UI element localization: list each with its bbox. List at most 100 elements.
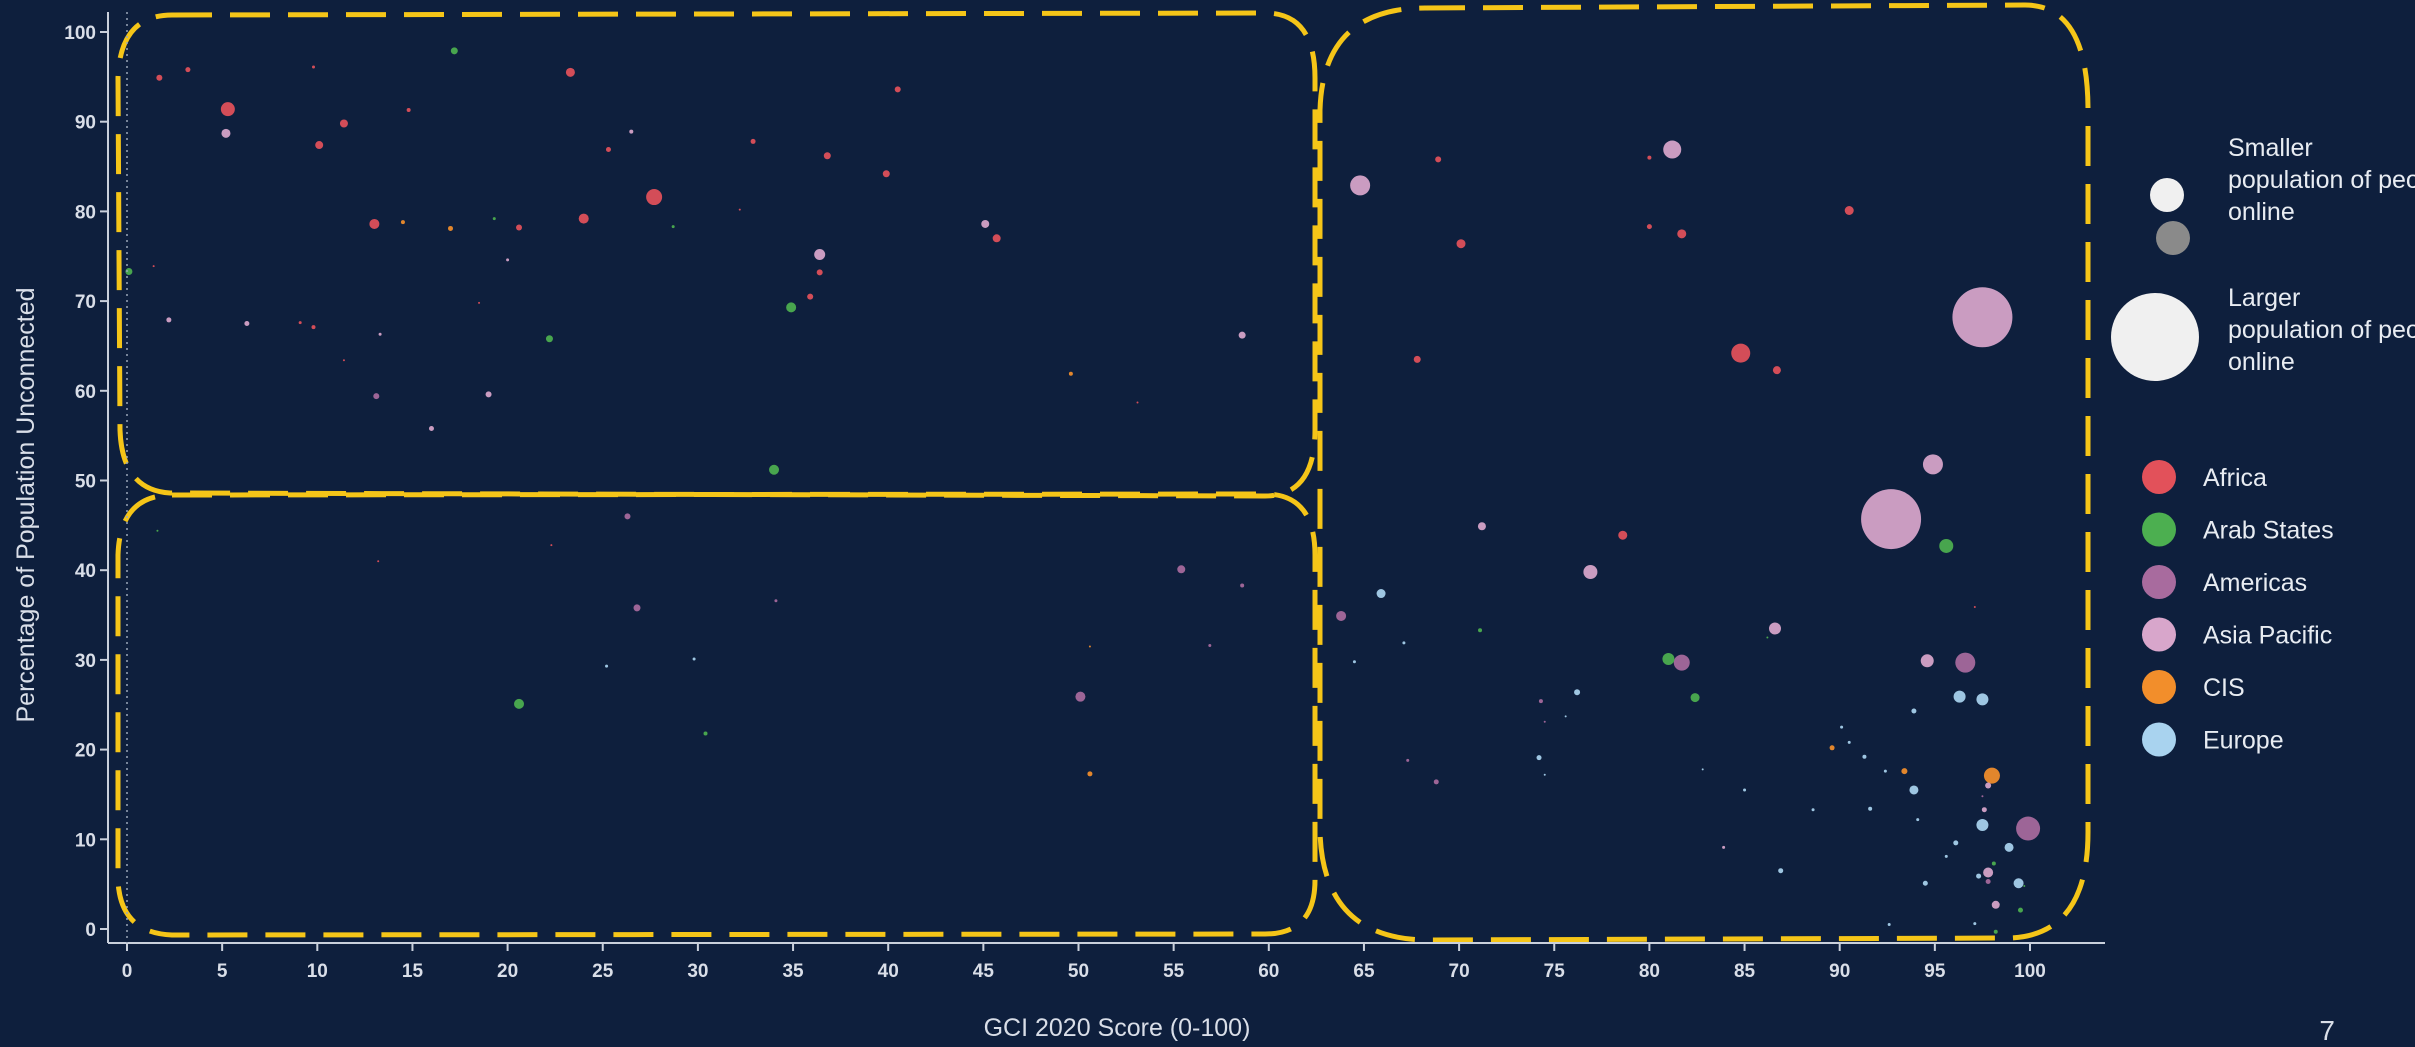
bubble-arab-states <box>1991 861 1996 866</box>
x-tick-label: 85 <box>1734 961 1756 982</box>
bubble-africa <box>1136 401 1139 404</box>
bubble-europe <box>605 664 609 668</box>
y-tick-label: 60 <box>75 382 96 403</box>
y-tick-label: 50 <box>75 472 96 493</box>
bubble-asia-pacific <box>1922 454 1943 475</box>
bubble-asia-pacific <box>814 248 826 260</box>
bubble-arab-states <box>545 335 553 343</box>
bubble-americas <box>1985 878 1991 884</box>
bubble-asia-pacific <box>629 129 634 134</box>
bubble-asia-pacific <box>1350 175 1371 196</box>
x-tick-label: 65 <box>1353 961 1375 982</box>
bubble-europe <box>1973 922 1977 926</box>
x-tick-label: 50 <box>1068 961 1089 982</box>
bubble-americas <box>2016 816 2041 841</box>
x-tick-label: 75 <box>1544 961 1566 982</box>
legend-swatch-asia-pacific <box>2142 617 2176 652</box>
bubble-asia-pacific <box>1981 807 1987 813</box>
bubble-asia-pacific <box>166 317 172 323</box>
x-tick-label: 15 <box>402 961 424 982</box>
bubble-americas <box>1075 691 1086 702</box>
legend-swatch-europe <box>2142 722 2176 757</box>
bubble-africa <box>311 325 316 330</box>
y-tick-label: 90 <box>75 113 96 134</box>
legend-label-asia-pacific: Asia Pacific <box>2203 622 2332 650</box>
bubble-americas <box>624 513 631 520</box>
bubble-asia-pacific <box>1861 489 1922 550</box>
bubble-africa <box>220 102 235 117</box>
bubble-europe <box>1911 708 1917 714</box>
x-tick-label: 45 <box>973 961 995 982</box>
bubble-africa <box>1973 605 1976 608</box>
annotation-box-right <box>1317 2 2091 943</box>
x-tick-label: 80 <box>1639 961 1660 982</box>
bubble-cis <box>1983 767 2000 784</box>
bubble-africa <box>1844 206 1854 216</box>
bubble-asia-pacific <box>221 128 231 138</box>
bubble-arab-states <box>2017 907 2023 913</box>
annotation-box-bottom-left <box>115 491 1318 938</box>
bubble-cis <box>1068 371 1073 376</box>
bubble-americas <box>1336 610 1347 621</box>
bubble-arab-states <box>514 698 525 709</box>
bubble-africa <box>406 108 411 113</box>
bubble-africa <box>377 560 380 563</box>
x-tick-label: 10 <box>307 961 328 982</box>
bubble-asia-pacific <box>1238 331 1246 339</box>
bubble-arab-states <box>1478 628 1483 633</box>
bubble-asia-pacific <box>1991 900 2000 909</box>
bubble-europe <box>1352 660 1356 664</box>
bubble-europe <box>1953 690 1966 703</box>
bubble-arab-states <box>1662 653 1675 666</box>
annotation-layer <box>115 2 2091 943</box>
bubble-americas <box>1955 652 1976 673</box>
bubble-europe <box>1543 773 1546 776</box>
size-legend-small-gray <box>2156 221 2190 255</box>
bubble-africa <box>1677 229 1687 239</box>
bubble-europe <box>1976 873 1982 879</box>
bubble-africa <box>298 321 302 325</box>
bubble-americas <box>1406 758 1410 762</box>
bubble-africa <box>369 218 380 229</box>
x-tick-label: 90 <box>1829 961 1850 982</box>
bubble-asia-pacific <box>1952 287 2013 348</box>
bubble-americas <box>1177 565 1186 574</box>
x-tick-label: 55 <box>1163 961 1185 982</box>
bubble-cis <box>1088 645 1091 648</box>
x-tick-label: 20 <box>497 961 518 982</box>
bubble-europe <box>1922 880 1928 886</box>
bubble-africa <box>339 119 348 128</box>
bubble-cis <box>448 225 454 231</box>
bubble-asia-pacific <box>244 321 250 327</box>
bubble-arab-states <box>671 225 675 229</box>
y-tick-label: 30 <box>75 651 96 672</box>
x-tick-label: 100 <box>2014 961 2046 982</box>
legend-swatch-americas <box>2142 565 2176 599</box>
bubble-arab-states <box>1939 538 1954 553</box>
bubble-europe <box>1909 785 1919 795</box>
bubble-cis <box>1901 768 1908 775</box>
bubble-africa <box>882 170 890 178</box>
bubble-americas <box>774 599 778 603</box>
bubble-europe <box>1887 923 1891 927</box>
y-tick-label: 10 <box>75 830 96 851</box>
x-tick-label: 25 <box>592 961 614 982</box>
bubble-europe <box>1847 740 1851 744</box>
bubble-africa <box>578 213 589 224</box>
legend-label-americas: Americas <box>2203 569 2307 597</box>
bubble-africa <box>516 224 523 231</box>
bubble-asia-pacific <box>1663 140 1682 159</box>
bubble-africa <box>807 293 814 300</box>
bubble-africa <box>1435 156 1442 163</box>
bubble-layer <box>125 47 2041 934</box>
bubble-africa <box>823 152 831 160</box>
bubble-asia-pacific <box>1983 867 1994 878</box>
bubble-americas <box>1433 779 1439 785</box>
bubble-asia-pacific <box>378 332 382 336</box>
bubble-europe <box>1811 808 1815 812</box>
bubble-africa <box>738 208 741 211</box>
legend-swatch-africa <box>2142 460 2176 494</box>
